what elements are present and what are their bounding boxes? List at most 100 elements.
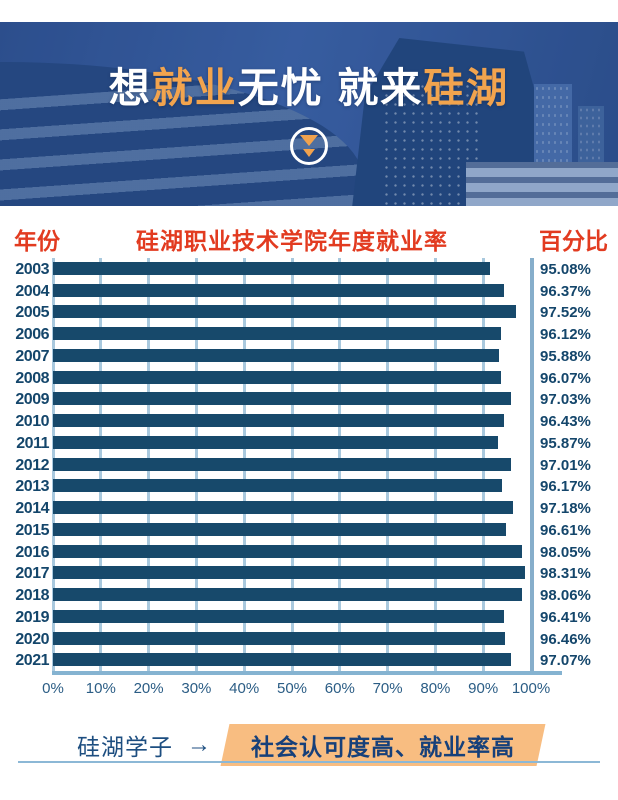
employment-rate-bar [53, 609, 505, 623]
value-label: 98.05% [540, 543, 591, 561]
employment-rate-bar [53, 566, 525, 580]
value-label: 96.46% [540, 630, 591, 648]
bar-row-2007: 2007 95.88% [0, 345, 618, 367]
chart-title: 硅湖职业技术学院年度就业率 [136, 228, 448, 254]
triangle-down-icon [300, 135, 318, 146]
year-label: 2018 [15, 587, 49, 605]
chart-year-axis-label: 年份 [14, 228, 60, 254]
employment-rate-bar [53, 544, 522, 558]
year-label: 2016 [15, 543, 49, 561]
bar-row-2021: 2021 97.07% [0, 649, 618, 671]
x-tick-label: 50% [276, 680, 308, 697]
employment-rate-bar [53, 283, 504, 297]
banner-title-segment-accent: 硅湖 [423, 65, 510, 111]
footer-badge-text: 社会认可度高、就业率高 [251, 734, 515, 760]
year-label: 2010 [15, 413, 49, 431]
value-label: 96.07% [540, 369, 591, 387]
bar-row-2004: 2004 96.37% [0, 280, 618, 302]
banner-blue-tint-overlay [0, 22, 618, 206]
employment-rate-bar [53, 327, 502, 341]
value-label: 97.01% [540, 456, 591, 474]
x-tick-label: 80% [420, 680, 451, 697]
employment-rate-bar [53, 305, 517, 319]
value-label: 96.41% [540, 608, 591, 626]
year-label: 2006 [15, 326, 49, 344]
bar-row-2019: 2019 96.41% [0, 606, 618, 628]
value-label: 97.18% [540, 500, 591, 518]
value-label: 98.06% [540, 587, 591, 605]
chart-percent-axis-label: 百分比 [539, 228, 608, 254]
value-label: 97.52% [540, 304, 591, 322]
bar-row-2008: 2008 96.07% [0, 367, 618, 389]
hero-banner: 想就业无忧 就来硅湖 [0, 22, 618, 206]
value-label: 97.07% [540, 652, 591, 670]
x-tick-label: 100% [511, 680, 551, 697]
value-label: 95.08% [540, 261, 591, 278]
year-label: 2009 [15, 391, 49, 409]
x-tick-label: 60% [324, 680, 355, 697]
x-tick-label: 20% [133, 680, 164, 697]
bottom-divider-line [18, 761, 600, 763]
employment-rate-bar [53, 435, 499, 449]
employment-rate-bar [53, 588, 523, 602]
building-dot-facade-decoration [382, 82, 481, 206]
bar-row-2020: 2020 96.46% [0, 628, 618, 650]
value-label: 96.37% [540, 282, 591, 300]
employment-rate-bar [53, 631, 505, 645]
value-label: 95.87% [540, 434, 591, 452]
value-label: 96.17% [540, 478, 591, 496]
year-label: 2011 [16, 434, 49, 452]
year-label: 2015 [15, 521, 49, 539]
banner-title-segment-accent: 就业 [151, 65, 238, 111]
employment-rate-bar [53, 392, 511, 406]
bar-row-2010: 2010 96.43% [0, 410, 618, 432]
year-label: 2013 [15, 478, 49, 496]
value-label: 95.88% [540, 347, 591, 365]
value-label: 96.43% [540, 413, 591, 431]
double-chevron-down-icon [290, 127, 328, 165]
chart-header: 年份 硅湖职业技术学院年度就业率 百分比 [0, 222, 618, 254]
bar-row-2018: 2018 98.06% [0, 584, 618, 606]
bar-row-2016: 2016 98.05% [0, 541, 618, 563]
year-label: 2012 [15, 456, 49, 474]
x-tick-label: 40% [229, 680, 260, 697]
x-tick-label: 30% [181, 680, 212, 697]
year-label: 2020 [15, 630, 49, 648]
value-label: 97.03% [540, 391, 591, 409]
bar-row-2003: 2003 95.08% [0, 258, 618, 280]
year-label: 2019 [15, 608, 49, 626]
x-tick-label: 10% [85, 680, 116, 697]
employment-rate-bar [53, 262, 490, 275]
year-label: 2007 [15, 347, 49, 365]
bar-row-2011: 2011 95.87% [0, 432, 618, 454]
year-label: 2005 [15, 304, 49, 322]
banner-title-segment: 无忧 就来 [237, 65, 424, 111]
year-label: 2017 [15, 565, 49, 583]
bar-row-2012: 2012 97.01% [0, 454, 618, 476]
year-label: 2014 [15, 500, 49, 518]
year-label: 2003 [15, 261, 49, 278]
bar-row-2006: 2006 96.12% [0, 323, 618, 345]
bar-row-2017: 2017 98.31% [0, 562, 618, 584]
employment-rate-bar [53, 522, 507, 536]
employment-rate-bar [53, 653, 512, 667]
low-building-decoration [466, 162, 618, 206]
employment-rate-bar [53, 348, 499, 362]
banner-title-segment: 想 [108, 65, 152, 111]
bar-row-2014: 2014 97.18% [0, 497, 618, 519]
gridline-100% [529, 258, 534, 675]
year-label: 2021 [15, 652, 49, 670]
employment-rate-bar [53, 414, 505, 428]
employment-chart: 0% 10% 20% 30% 40% 50% 60% 70% 80% 90% 100% 2003 95.… [0, 258, 618, 704]
employment-rate-bar [53, 501, 513, 515]
employment-rate-bar [53, 370, 501, 384]
year-label: 2004 [15, 282, 49, 300]
footer-highlight-badge: 社会认可度高、就业率高 [220, 724, 546, 766]
employment-rate-bar [53, 457, 511, 471]
footer-label: 硅湖学子 [77, 734, 173, 760]
value-label: 96.61% [540, 521, 591, 539]
value-label: 98.31% [540, 565, 591, 583]
footer: 硅湖学子 → 社会认可度高、就业率高 [0, 722, 618, 768]
bar-row-2013: 2013 96.17% [0, 475, 618, 497]
